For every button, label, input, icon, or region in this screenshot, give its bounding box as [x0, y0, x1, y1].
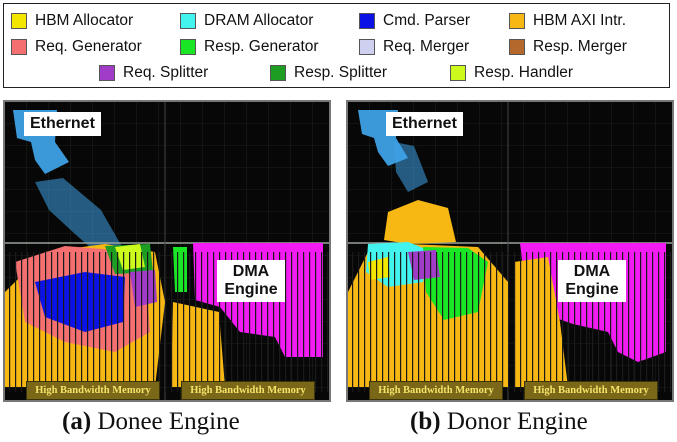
- legend-item-req-generator: Req. Generator: [11, 36, 142, 58]
- legend: HBM Allocator DRAM Allocator Cmd. Parser…: [3, 3, 670, 88]
- swatch-resp-merger: [509, 39, 525, 55]
- floorplan-a: [5, 102, 329, 400]
- dma-label-line2: Engine: [565, 281, 619, 298]
- ethernet-region: [394, 142, 428, 192]
- legend-label: Req. Generator: [35, 38, 142, 55]
- legend-item-cmd-parser: Cmd. Parser: [359, 10, 470, 32]
- hbm-axi-region: [384, 200, 456, 244]
- caption-b: (b) Donor Engine: [410, 408, 588, 436]
- legend-item-resp-merger: Resp. Merger: [509, 36, 627, 58]
- caption-b-text: Donor Engine: [446, 408, 588, 435]
- legend-label: HBM AXI Intr.: [533, 12, 627, 29]
- legend-item-hbm-allocator: HBM Allocator: [11, 10, 133, 32]
- dma-engine-label: DMA Engine: [217, 260, 285, 302]
- floorplan-panel-donee: Ethernet DMA Engine High Bandwidth Memor…: [3, 100, 331, 402]
- legend-label: Cmd. Parser: [383, 12, 470, 29]
- swatch-req-generator: [11, 39, 27, 55]
- ethernet-label: Ethernet: [386, 112, 463, 136]
- dma-label-line1: DMA: [573, 263, 611, 280]
- floorplan-b: [348, 102, 672, 400]
- swatch-resp-generator: [180, 39, 196, 55]
- hbm-label-left: High Bandwidth Memory: [26, 381, 160, 400]
- legend-label: Resp. Handler: [474, 64, 574, 81]
- swatch-req-merger: [359, 39, 375, 55]
- hbm-label-right: High Bandwidth Memory: [524, 381, 658, 400]
- legend-item-hbm-axi-intr: HBM AXI Intr.: [509, 10, 626, 32]
- swatch-req-splitter: [99, 65, 115, 81]
- swatch-cmd-parser: [359, 13, 375, 29]
- legend-label: Resp. Merger: [533, 38, 627, 55]
- legend-item-req-merger: Req. Merger: [359, 36, 469, 58]
- swatch-resp-handler: [450, 65, 466, 81]
- legend-label: Req. Merger: [383, 38, 470, 55]
- legend-label: HBM Allocator: [35, 12, 134, 29]
- caption-a: (a) Donee Engine: [62, 408, 240, 436]
- swatch-dram-allocator: [180, 13, 196, 29]
- dma-label-line2: Engine: [224, 281, 278, 298]
- caption-a-text: Donee Engine: [97, 408, 240, 435]
- legend-item-resp-handler: Resp. Handler: [450, 62, 573, 84]
- legend-label: DRAM Allocator: [204, 12, 314, 29]
- legend-label: Resp. Generator: [204, 38, 319, 55]
- legend-label: Resp. Splitter: [294, 64, 388, 81]
- ethernet-region: [35, 178, 125, 262]
- swatch-hbm-axi-intr: [509, 13, 525, 29]
- caption-b-letter: (b): [410, 408, 441, 435]
- legend-item-dram-allocator: DRAM Allocator: [180, 10, 313, 32]
- ethernet-label: Ethernet: [24, 112, 101, 136]
- swatch-resp-splitter: [270, 65, 286, 81]
- hbm-label-left: High Bandwidth Memory: [369, 381, 503, 400]
- dma-engine-label: DMA Engine: [558, 260, 626, 302]
- legend-label: Req. Splitter: [123, 64, 209, 81]
- caption-a-letter: (a): [62, 408, 92, 435]
- swatch-hbm-allocator: [11, 13, 27, 29]
- legend-item-resp-splitter: Resp. Splitter: [270, 62, 387, 84]
- legend-item-resp-generator: Resp. Generator: [180, 36, 319, 58]
- floorplan-panel-donor: Ethernet DMA Engine High Bandwidth Memor…: [346, 100, 674, 402]
- hbm-label-right: High Bandwidth Memory: [181, 381, 315, 400]
- dma-label-line1: DMA: [232, 263, 270, 280]
- legend-item-req-splitter: Req. Splitter: [99, 62, 208, 84]
